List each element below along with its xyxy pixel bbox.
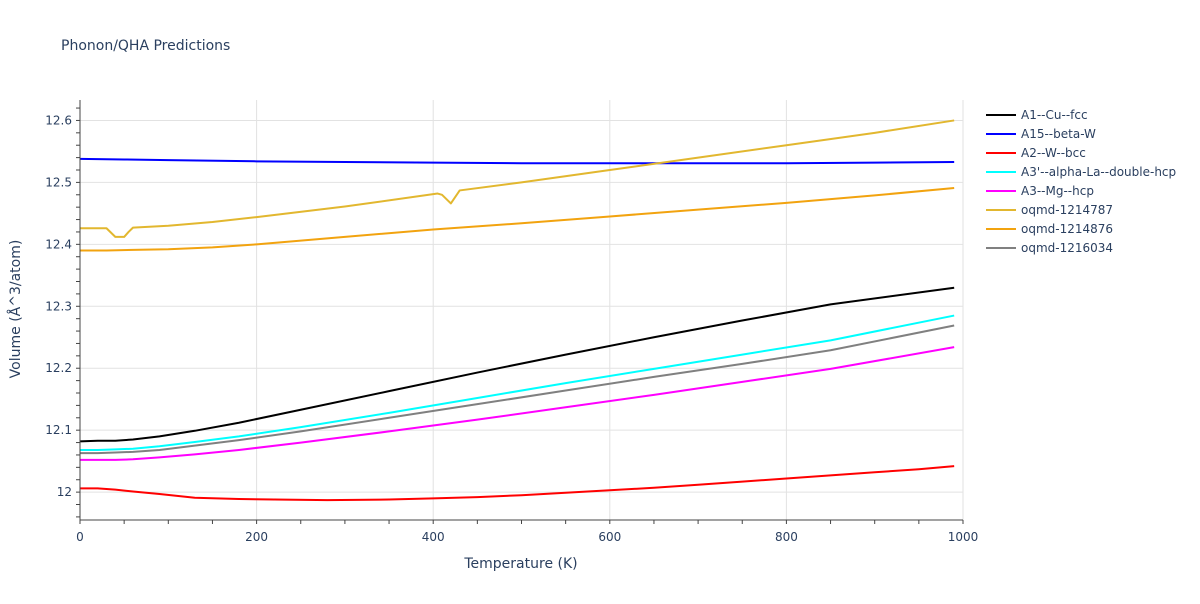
legend-label: oqmd-1214787 [1021, 203, 1113, 217]
series-line-a2-w-bcc [80, 465, 955, 502]
axes: 0 200 400 600 800 1000 12 12.1 12.2 12.3 12.4 12.5 1… [45, 100, 978, 544]
chart-title: Phonon/QHA Predictions [61, 38, 230, 54]
y-tick-label: 12.6 [45, 113, 72, 127]
y-tick-label: 12.5 [45, 175, 72, 189]
legend-item[interactable]: oqmd-1214876 [986, 222, 1113, 236]
series-line-oqmd-1214876 [80, 186, 955, 252]
y-tick-label: 12.3 [45, 299, 72, 313]
series-line-a15-beta-w [79, 157, 955, 165]
legend-item[interactable]: A3--Mg--hcp [986, 184, 1094, 198]
legend-label: A15--beta-W [1021, 127, 1096, 141]
x-axis-title: Temperature (K) [463, 556, 577, 572]
series-line-a3-alpha-la-double-hcp [80, 314, 955, 451]
y-tick-label: 12.1 [45, 423, 72, 437]
x-tick-label: 0 [76, 530, 84, 544]
x-tick-label: 1000 [948, 530, 979, 544]
series-line-oqmd-1216034 [80, 324, 955, 455]
legend-label: oqmd-1216034 [1021, 241, 1113, 255]
x-tick-label: 400 [422, 530, 445, 544]
series-line-a3-mg-hcp [80, 346, 955, 461]
y-tick-label: 12.4 [45, 237, 72, 251]
x-tick-label: 800 [775, 530, 798, 544]
legend-item[interactable]: A1--Cu--fcc [986, 108, 1088, 122]
x-tick-label: 600 [598, 530, 621, 544]
series-line-a1-cu-fcc [79, 286, 955, 443]
y-axis-title: Volume (Å^3/atom) [7, 240, 24, 379]
legend-item[interactable]: A2--W--bcc [986, 146, 1086, 160]
legend-label: A2--W--bcc [1021, 146, 1086, 160]
legend[interactable]: A1--Cu--fcc A15--beta-W A2--W--bcc A3'--alp… [986, 108, 1176, 255]
legend-label: A3'--alpha-La--double-hcp [1021, 165, 1176, 179]
y-tick-label: 12 [57, 485, 72, 499]
legend-item[interactable]: A3'--alpha-La--double-hcp [986, 165, 1176, 179]
legend-item[interactable]: A15--beta-W [986, 127, 1096, 141]
x-tick-label: 200 [245, 530, 268, 544]
legend-label: A1--Cu--fcc [1021, 108, 1088, 122]
legend-label: A3--Mg--hcp [1021, 184, 1094, 198]
series-lines [79, 119, 955, 502]
legend-item[interactable]: oqmd-1216034 [986, 241, 1113, 255]
y-tick-label: 12.2 [45, 361, 72, 375]
legend-label: oqmd-1214876 [1021, 222, 1113, 236]
series-line-oqmd-1214787 [80, 119, 955, 238]
legend-item[interactable]: oqmd-1214787 [986, 203, 1113, 217]
